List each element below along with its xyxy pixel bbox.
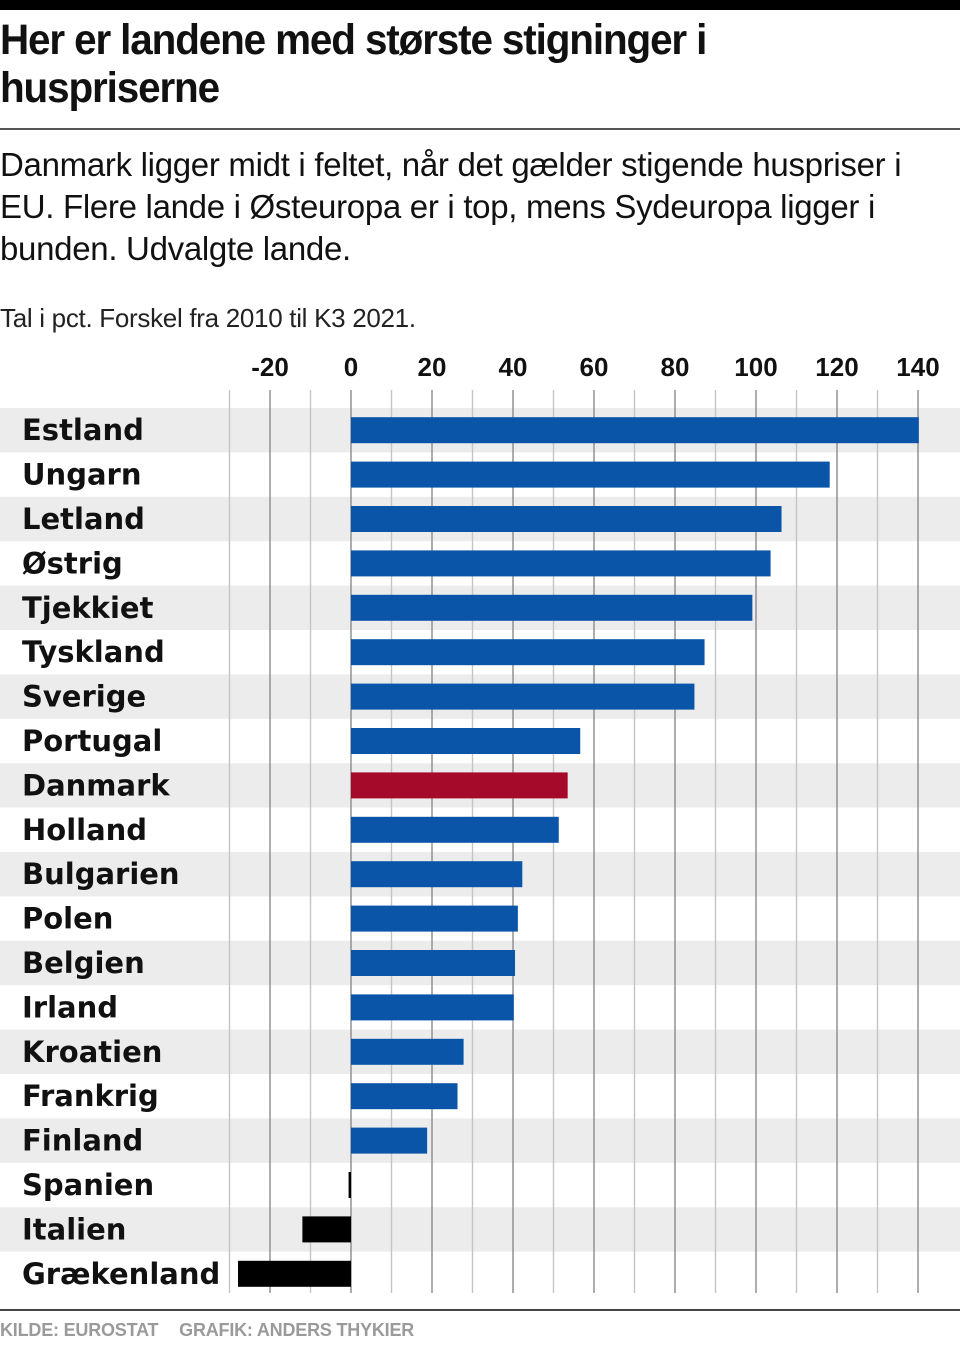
bar-chart: -20 0 20 40 60 80 100 120 140 Estland Ungarn Letla… [0, 352, 960, 1293]
x-tick-label: 100 [734, 352, 777, 382]
bar-frankrig [351, 1083, 458, 1110]
category-label: Belgien [22, 946, 145, 980]
bar-spanien [348, 1172, 351, 1198]
category-label: Irland [22, 990, 118, 1024]
x-tick-label: 120 [815, 352, 858, 382]
bar-ungarn [351, 461, 830, 488]
category-label: Østrig [22, 546, 123, 580]
x-tick-label: 60 [580, 352, 609, 382]
category-label: Grækenland [22, 1257, 220, 1291]
bar-sverige [351, 683, 695, 710]
bar-bulgarien [351, 861, 523, 888]
x-tick-label: 80 [661, 352, 690, 382]
bar-letland [351, 506, 782, 532]
source-label: KILDE: EUROSTAT [0, 1320, 159, 1340]
bar-italien [302, 1216, 351, 1243]
category-label: Italien [22, 1212, 126, 1246]
bar-danmark [351, 772, 568, 799]
x-tick-label: 40 [499, 352, 528, 382]
footer: KILDE: EUROSTAT GRAFIK: ANDERS THYKIER [0, 1320, 430, 1341]
chart-title: Her er landene med største stigninger i … [0, 16, 707, 112]
category-label: Ungarn [22, 458, 141, 492]
row-band [0, 1207, 960, 1252]
category-label: Sverige [22, 680, 146, 714]
bar-polen [351, 905, 518, 932]
bar-grækenland [238, 1260, 351, 1287]
category-label: Letland [22, 502, 145, 536]
bar-portugal [351, 728, 581, 754]
x-axis-ticks: -20 0 20 40 60 80 100 120 140 [251, 352, 939, 382]
category-label: Holland [22, 813, 147, 847]
category-label: Portugal [22, 724, 162, 758]
category-label: Finland [22, 1124, 143, 1158]
category-label: Polen [22, 902, 113, 936]
bar-østrig [351, 550, 771, 577]
bars [238, 417, 919, 1287]
x-tick-label: -20 [251, 352, 289, 382]
category-label: Bulgarien [22, 857, 180, 891]
credit-label: GRAFIK: ANDERS THYKIER [179, 1320, 415, 1340]
unit-note: Tal i pct. Forskel fra 2010 til K3 2021. [0, 303, 416, 333]
bar-tjekkiet [351, 594, 753, 621]
x-tick-label: 0 [344, 352, 358, 382]
category-label: Tjekkiet [22, 591, 154, 625]
category-label: Spanien [22, 1168, 154, 1202]
bar-holland [351, 816, 559, 843]
category-labels: Estland Ungarn Letland Østrig Tjekkiet Tyskla… [22, 413, 220, 1291]
bar-kroatien [351, 1038, 464, 1065]
bar-belgien [351, 950, 516, 976]
x-tick-label: 140 [896, 352, 939, 382]
footer-divider [0, 1309, 960, 1311]
title-divider [0, 128, 960, 130]
category-label: Kroatien [22, 1035, 162, 1069]
chart-subtitle: Danmark ligger midt i feltet, når det gæ… [0, 146, 902, 267]
category-label: Tyskland [22, 635, 165, 669]
top-bar [0, 0, 960, 10]
row-band [0, 1029, 960, 1074]
category-label: Frankrig [22, 1079, 159, 1113]
x-tick-label: 20 [418, 352, 447, 382]
bar-irland [351, 994, 514, 1021]
bar-estland [351, 417, 919, 444]
row-band [0, 1118, 960, 1163]
category-label: Danmark [22, 768, 170, 802]
category-label: Estland [22, 413, 144, 447]
bar-finland [351, 1127, 428, 1154]
bar-tyskland [351, 639, 705, 666]
